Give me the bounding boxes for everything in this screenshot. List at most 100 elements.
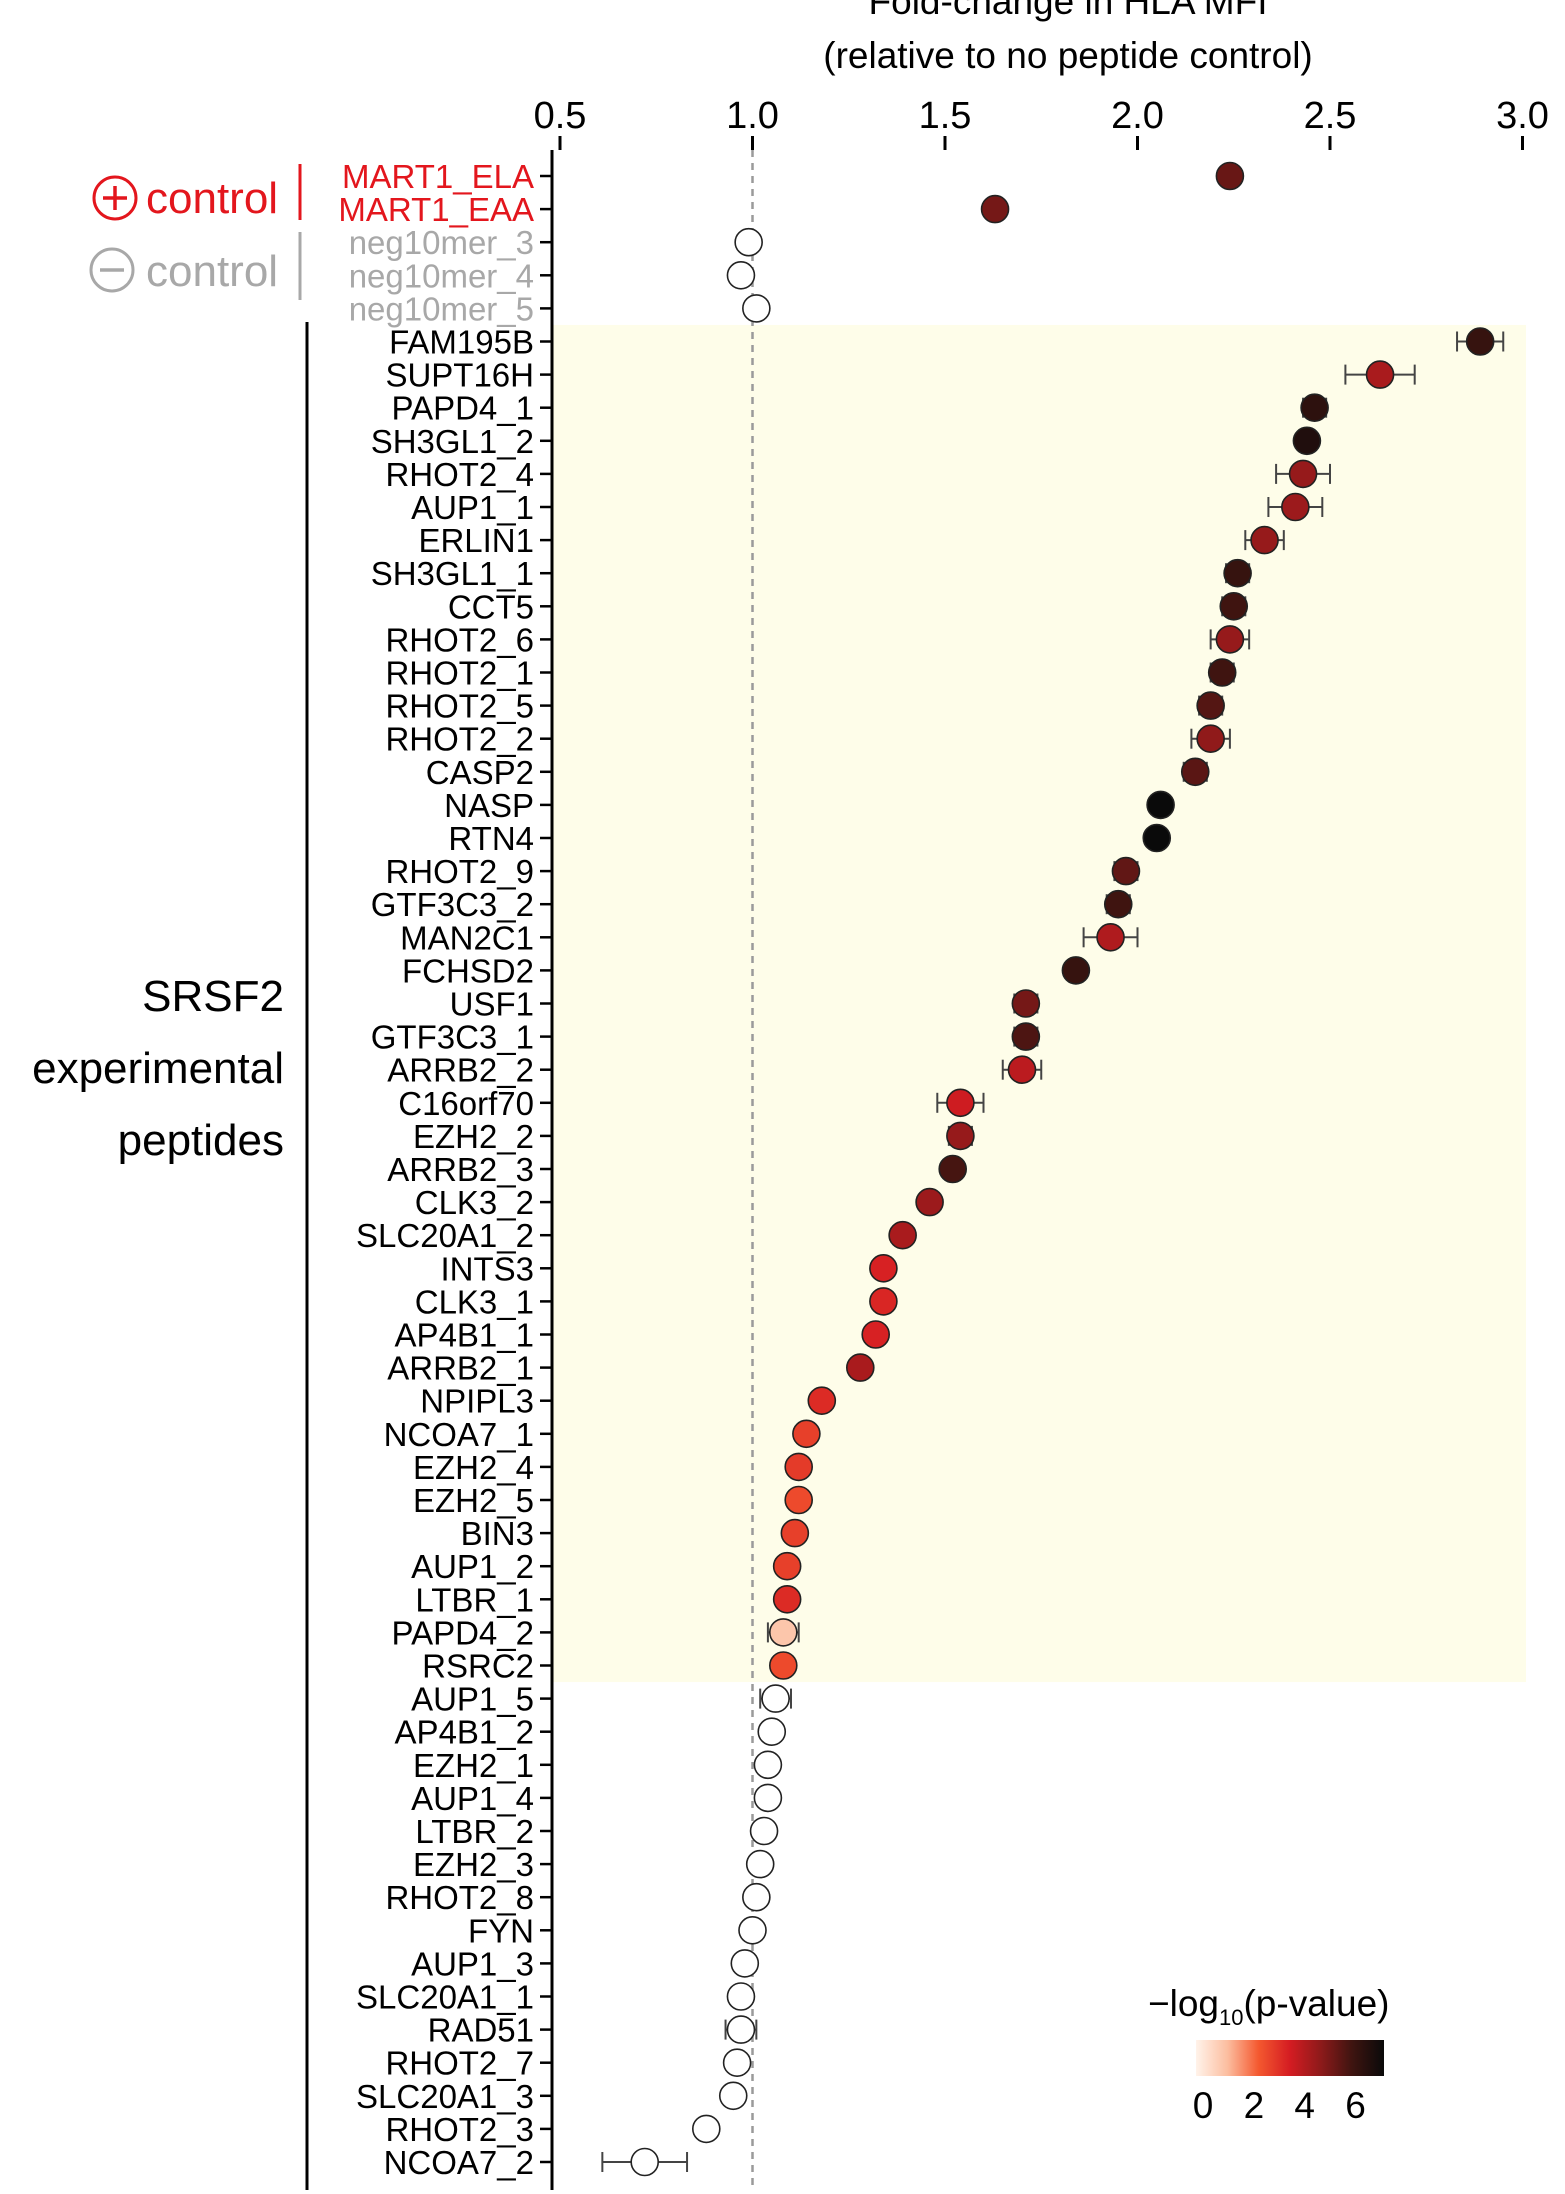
experimental-annotation: SRSF2 experimental peptides [32,322,309,2190]
peptide-label: RHOT2_6 [385,621,534,658]
colorbar-tick-label: 2 [1244,2085,1265,2126]
peptide-label: NASP [444,787,534,824]
data-point [1300,393,1329,423]
positive-control-label: control [146,174,278,223]
data-point [726,2015,756,2044]
colorbar-tick-label: 4 [1294,2085,1315,2126]
peptide-label: EZH2_4 [413,1449,534,1486]
peptide-label: RHOT2_3 [385,2111,534,2148]
minus-icon [89,247,135,293]
data-point [1111,856,1141,886]
peptide-label: C16orf70 [398,1085,534,1122]
data-point [1011,1022,1041,1051]
peptide-label: AUP1_1 [411,489,534,526]
data-point [718,2081,748,2111]
data-point [946,1088,975,1118]
peptide-label: neg10mer_4 [349,257,534,294]
colorbar-tick-label: 0 [1193,2085,1214,2126]
data-point [1146,790,1175,820]
data-point [630,2147,660,2177]
experimental-label-line-3: peptides [118,1116,284,1165]
data-point [1281,492,1310,522]
peptide-label: ERLIN1 [418,522,534,559]
data-point [753,1750,783,1780]
x-tick-label: 1.0 [726,95,779,137]
peptide-label: NCOA7_1 [384,1416,534,1453]
peptide-label: USF1 [450,986,534,1023]
peptide-label: PAPD4_1 [392,390,534,427]
peptide-label: EZH2_3 [413,1846,534,1883]
data-point [772,1585,802,1614]
peptide-label: NPIPL3 [420,1383,534,1420]
peptide-label: ARRB2_2 [387,1052,534,1089]
x-tick-label: 2.0 [1111,95,1164,137]
plus-icon [92,175,138,221]
peptide-label: BIN3 [461,1515,534,1552]
peptide-label: ARRB2_3 [387,1151,534,1188]
peptide-label: LTBR_1 [415,1581,534,1618]
data-point [730,1949,760,1978]
peptide-label: neg10mer_3 [349,224,534,261]
data-point [861,1320,891,1349]
data-point [980,194,1010,224]
x-tick-label: 0.5 [534,95,587,137]
data-point [722,2048,752,2077]
peptide-label: AUP1_5 [411,1681,534,1718]
peptide-label: MAN2C1 [400,919,534,956]
data-point [807,1386,837,1415]
x-tick-label: 2.5 [1304,95,1357,137]
data-point [915,1187,944,1217]
experimental-label-line-2: experimental [32,1044,284,1093]
peptide-label: AP4B1_1 [395,1317,534,1354]
data-point [1207,658,1237,687]
data-point [757,1717,787,1746]
peptide-label: MART1_ELA [342,158,534,195]
peptide-label: RHOT2_8 [385,1879,534,1916]
negative-control-annotation: control [89,232,302,300]
data-point [1215,625,1245,654]
peptide-label: AUP1_4 [411,1780,534,1817]
peptide-label: RHOT2_4 [385,456,534,493]
data-point [749,1816,779,1846]
peptide-label: RTN4 [448,820,534,857]
x-tick-label: 1.5 [919,95,972,137]
data-point [761,1684,790,1713]
chart-subtitle: (relative to no peptide control) [823,35,1313,76]
x-tick-label: 3.0 [1496,95,1549,137]
peptide-label: CLK3_2 [415,1184,534,1221]
peptide-label: CASP2 [426,754,534,791]
data-point [1007,1055,1037,1084]
peptide-label: neg10mer_5 [349,290,534,327]
peptide-label: AP4B1_2 [395,1714,534,1751]
peptide-label: SUPT16H [385,357,534,394]
data-point [938,1154,968,1184]
peptide-label: NCOA7_2 [384,2144,534,2181]
peptide-label: RHOT2_9 [385,853,534,890]
experimental-label-line-1: SRSF2 [142,972,284,1021]
data-point [780,1518,810,1548]
colorbar-title: −log10(p-value) [1148,1983,1389,2030]
data-point [772,1551,802,1581]
data-point [691,2114,721,2144]
data-point [1288,459,1318,489]
peptide-label: LTBR_2 [415,1813,534,1850]
peptide-label: AUP1_2 [411,1548,534,1585]
data-point [1365,360,1395,389]
data-point [726,1982,756,2011]
data-point [845,1353,875,1382]
data-point [1096,922,1125,952]
data-point [1011,989,1041,1018]
peptide-label: CLK3_1 [415,1283,534,1320]
peptide-label: EZH2_2 [413,1118,534,1155]
data-point [784,1485,814,1515]
data-point [1465,327,1495,356]
data-point [1142,823,1172,853]
peptide-label: CCT5 [448,588,534,625]
data-point [1196,691,1225,720]
data-point [768,1651,798,1680]
peptide-label: AUP1_3 [411,1945,534,1982]
peptide-label: SLC20A1_3 [356,2078,534,2115]
data-point [1103,889,1133,919]
peptide-label: RHOT2_1 [385,655,534,692]
